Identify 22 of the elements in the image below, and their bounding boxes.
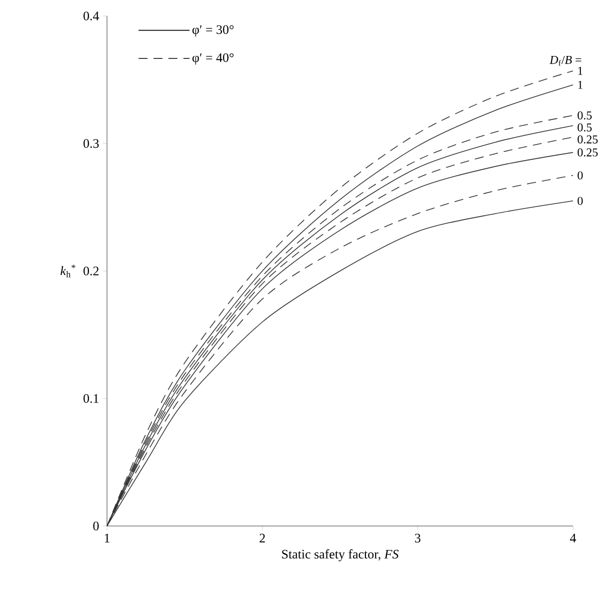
series-label: 1 <box>578 66 582 75</box>
series-label: 0.25 <box>578 148 598 156</box>
x-tick-label: 4 <box>570 534 576 542</box>
x-tick-label: 1 <box>104 534 110 542</box>
y-axis-title: k$_{h}$* <box>60 264 76 278</box>
series-label: 0.25 <box>578 135 598 144</box>
y-tick-label: 0.4 <box>84 12 100 20</box>
x-tick-label: 2 <box>260 534 265 542</box>
series-label: 0.5 <box>578 111 592 120</box>
y-tick-label: 0 <box>93 522 99 530</box>
x-axis-title: Static safety factor, FS <box>282 549 399 562</box>
annotation: φ′ = 40° <box>192 53 234 65</box>
annotation: D$_{f}$/B = <box>550 56 582 66</box>
series-label: 0 <box>578 196 583 205</box>
x-tick-label: 3 <box>415 534 420 542</box>
series-label: 0.5 <box>578 123 592 132</box>
series-label: 0 <box>578 171 583 180</box>
y-tick-label: 0.2 <box>84 266 99 276</box>
y-tick-label: 0.3 <box>84 139 99 148</box>
annotation: φ′ = 30° <box>192 25 234 37</box>
y-tick-label: 0.1 <box>84 394 98 403</box>
series-label: 1 <box>578 80 582 89</box>
